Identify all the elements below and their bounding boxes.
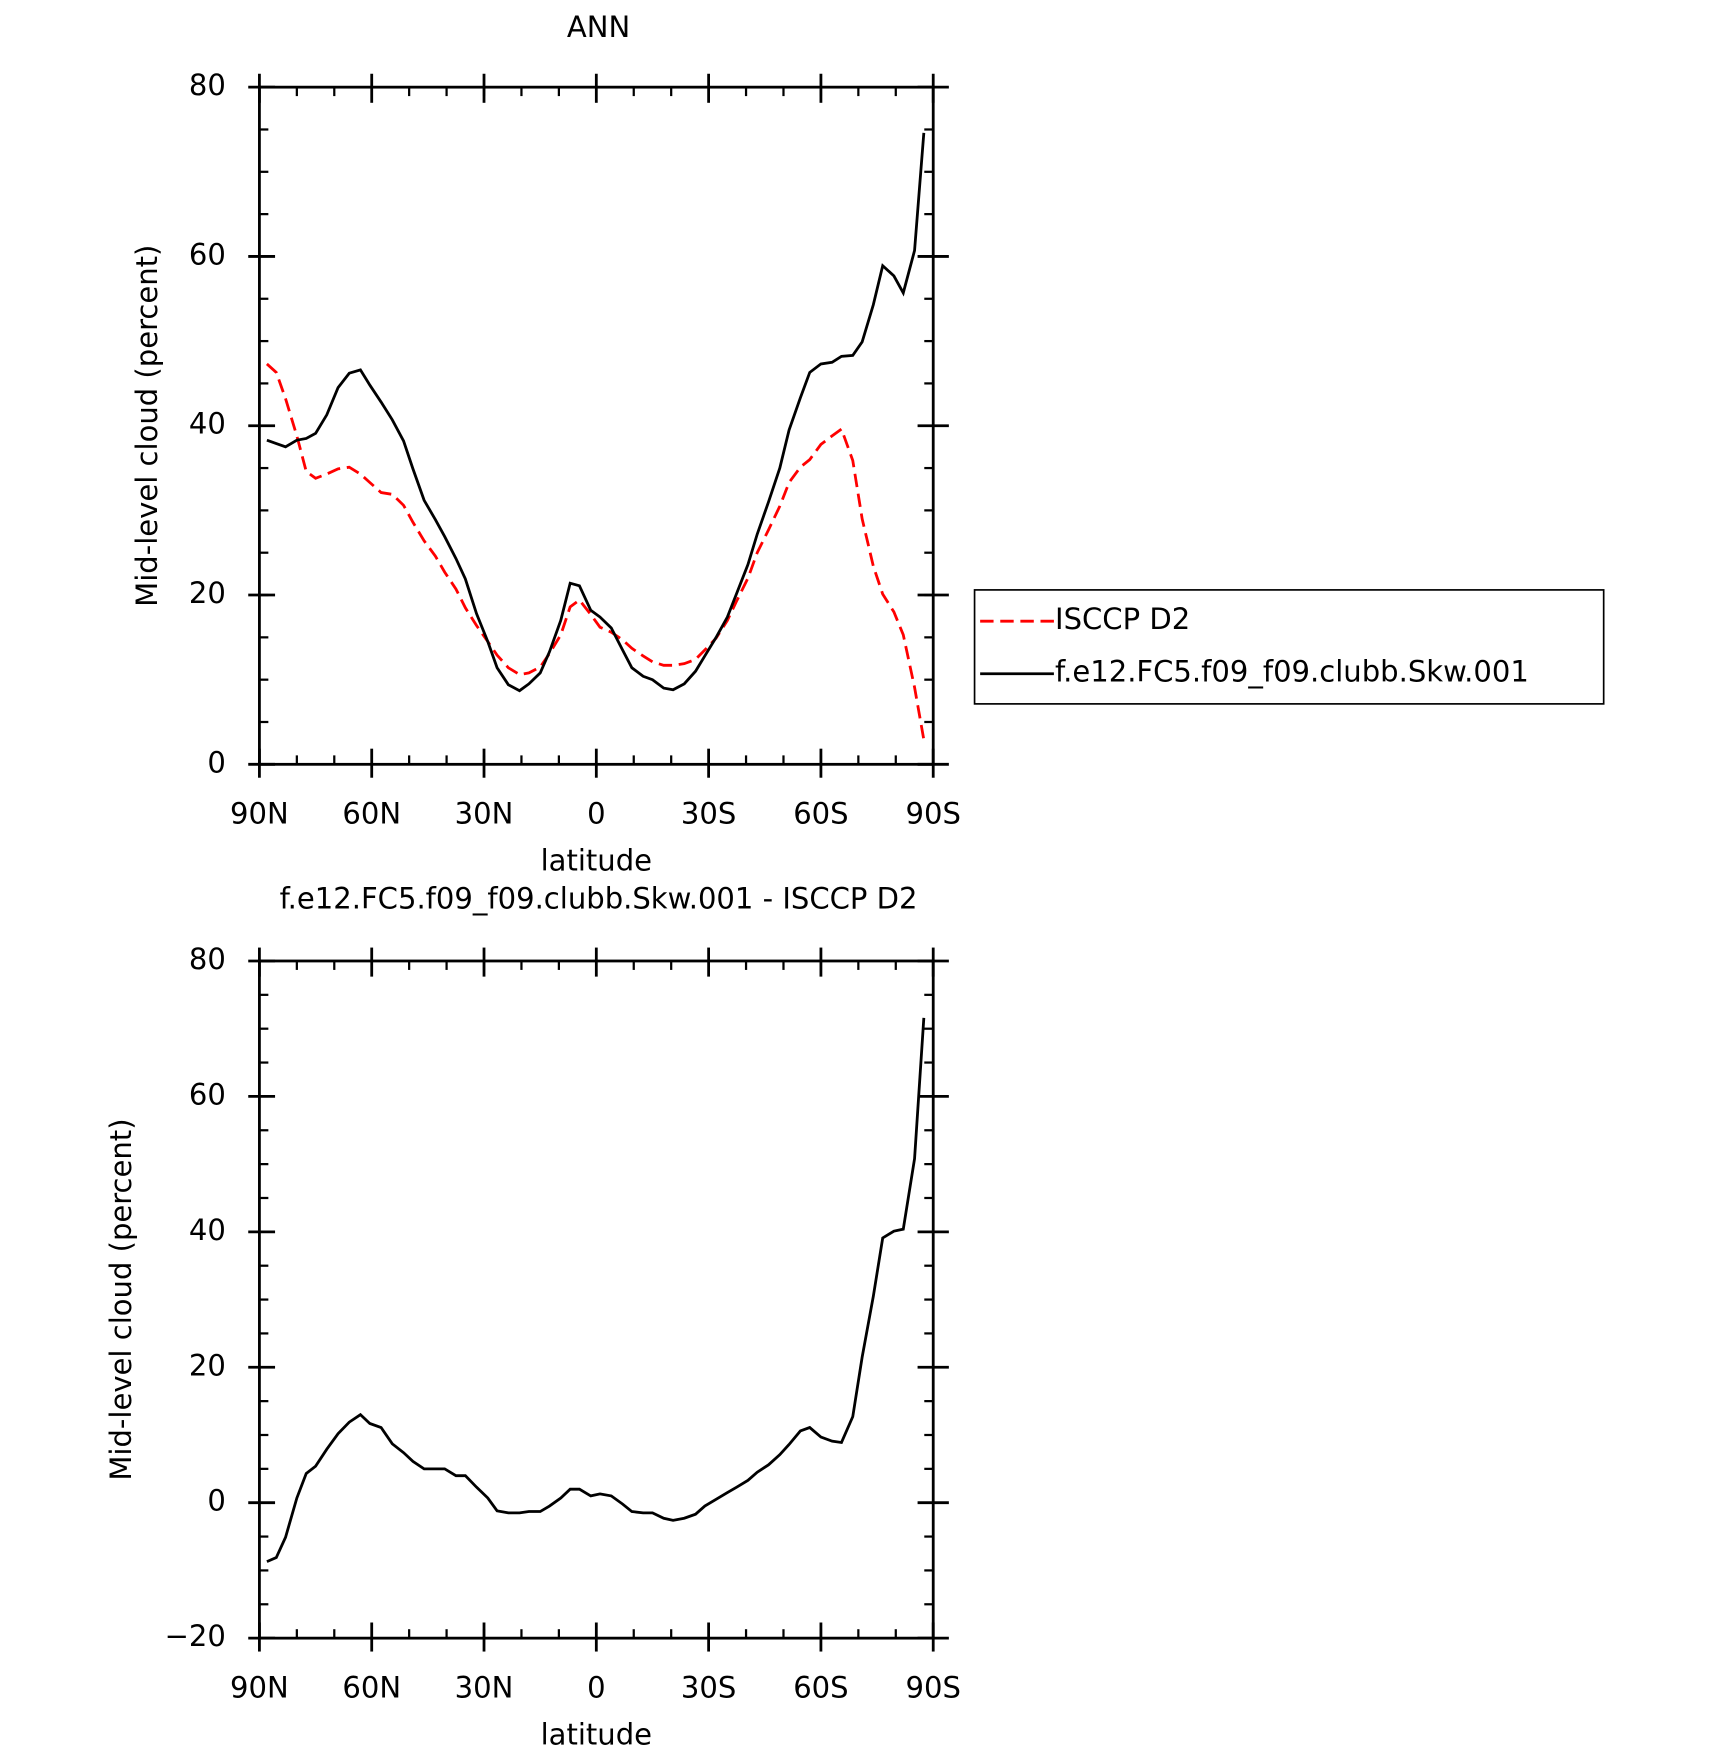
y-axis-label: Mid-level cloud (percent) [104,1118,138,1480]
legend-box [973,589,1605,705]
data-line [266,1017,926,1563]
data-line [265,362,926,740]
x-tick-label: 0 [587,797,605,831]
x-axis-label: latitude [541,1717,652,1751]
plot-frame [258,959,935,1640]
y-tick-label: 60 [189,237,226,271]
y-tick-label: 20 [189,576,226,610]
x-axis-label: latitude [541,844,652,878]
x-tick-label: 60N [342,1671,401,1705]
x-tick-label: 60N [342,797,401,831]
y-tick-label: 80 [189,942,226,976]
legend-label: ISCCP D2 [1055,602,1190,636]
chart-title: ANN [567,10,630,44]
y-tick-label: 40 [189,407,226,441]
x-tick-label: 90N [230,1671,289,1705]
y-tick-label: 0 [207,745,225,779]
y-tick-label: 60 [189,1077,226,1111]
x-tick-label: 90S [906,1671,961,1705]
y-tick-label: 80 [189,68,226,102]
x-tick-label: 30S [681,797,736,831]
y-tick-label: 0 [207,1484,225,1518]
x-tick-label: 0 [587,1671,605,1705]
x-tick-label: 60S [793,1671,848,1705]
y-tick-label: 40 [189,1213,226,1247]
x-tick-label: 30N [455,797,514,831]
plot-frame [258,85,935,766]
legend-label: f.e12.FC5.f09_f09.clubb.Skw.001 [1055,655,1529,689]
x-tick-label: 90S [906,797,961,831]
data-line [266,132,926,693]
x-tick-label: 60S [793,797,848,831]
y-tick-label: −20 [165,1619,226,1653]
legend: ISCCP D2 f.e12.FC5.f09_f09.clubb.Skw.001 [973,589,1605,705]
x-tick-label: 90N [230,797,289,831]
x-tick-label: 30S [681,1671,736,1705]
y-axis-label: Mid-level cloud (percent) [130,245,164,607]
y-tick-label: 20 [189,1348,226,1382]
x-tick-label: 30N [455,1671,514,1705]
chart-title: f.e12.FC5.f09_f09.clubb.Skw.001 - ISCCP … [280,882,918,916]
